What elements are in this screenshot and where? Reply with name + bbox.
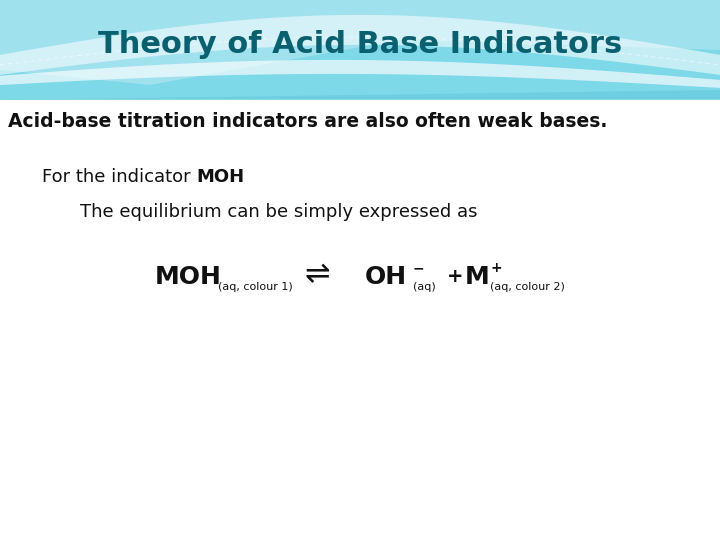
Text: MOH: MOH — [196, 168, 244, 186]
Text: −: − — [413, 261, 425, 275]
Text: MOH: MOH — [155, 265, 222, 289]
Polygon shape — [0, 0, 720, 100]
Text: (aq): (aq) — [413, 282, 436, 292]
Text: The equilibrium can be simply expressed as: The equilibrium can be simply expressed … — [80, 203, 477, 221]
Bar — [0, 100, 720, 540]
Text: M: M — [465, 265, 490, 289]
Bar — [0, 0, 720, 100]
Polygon shape — [0, 60, 720, 88]
Text: +: + — [490, 261, 502, 275]
Text: (aq, colour 2): (aq, colour 2) — [490, 282, 565, 292]
Text: For the indicator: For the indicator — [42, 168, 197, 186]
Polygon shape — [0, 0, 720, 85]
Text: OH: OH — [365, 265, 407, 289]
Text: Theory of Acid Base Indicators: Theory of Acid Base Indicators — [98, 30, 622, 59]
Text: $\rightleftharpoons$: $\rightleftharpoons$ — [299, 260, 331, 289]
Text: (aq, colour 1): (aq, colour 1) — [218, 282, 293, 292]
Text: Acid-base titration indicators are also often weak bases.: Acid-base titration indicators are also … — [8, 112, 608, 131]
Text: +: + — [447, 267, 464, 286]
Polygon shape — [0, 15, 720, 75]
